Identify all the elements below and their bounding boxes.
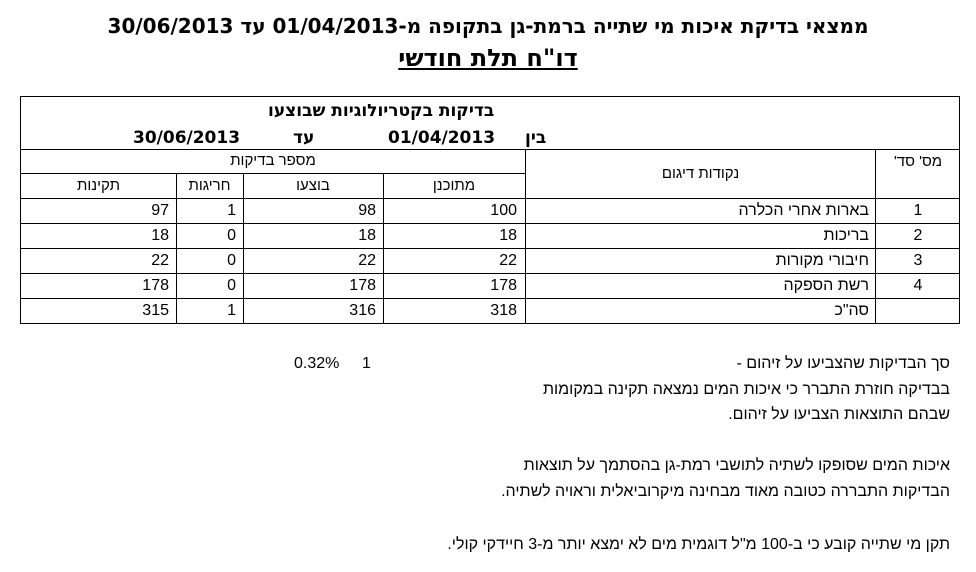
- range-from-date: 01/04/2013: [388, 128, 496, 148]
- table-caption: בדיקות בקטריולוגיות שבוצעו: [268, 101, 495, 121]
- row-valid: 18: [151, 227, 169, 244]
- row-exceptions: 1: [227, 202, 236, 219]
- report-heading: ממצאי בדיקת איכות מי שתייה ברמת-גן בתקופ…: [107, 14, 869, 38]
- row-exceptions: 0: [227, 252, 236, 269]
- total-performed: 316: [349, 302, 376, 319]
- table-divider: [20, 223, 960, 224]
- row-performed: 22: [358, 252, 376, 269]
- row-valid: 22: [151, 252, 169, 269]
- row-performed: 18: [358, 227, 376, 244]
- header-sampling-points: נקודות דיגום: [661, 165, 740, 182]
- row-planned: 100: [490, 202, 517, 219]
- contamination-label: סך הבדיקות שהצביעו על זיהום -: [736, 355, 951, 372]
- table-divider: [525, 149, 526, 324]
- table-divider: [20, 298, 960, 299]
- row-planned: 22: [499, 252, 517, 269]
- header-exceptions: חריגות: [188, 177, 231, 194]
- row-sampling-point: רשת הספקה: [783, 277, 869, 294]
- contamination-percent: 0.32%: [294, 355, 340, 372]
- table-divider: [875, 149, 876, 324]
- table-divider: [243, 173, 244, 324]
- total-label: סה"כ: [834, 302, 869, 319]
- table-divider: [20, 248, 960, 249]
- total-valid: 315: [142, 302, 169, 319]
- header-performed: בוצעו: [296, 177, 330, 194]
- contamination-count: 1: [362, 355, 371, 372]
- row-valid: 178: [142, 277, 169, 294]
- header-tests-count: מספר בדיקות: [230, 152, 316, 169]
- table-divider: [176, 173, 177, 324]
- table-divider: [20, 149, 960, 150]
- row-serial: 4: [913, 277, 923, 294]
- row-exceptions: 0: [227, 227, 236, 244]
- quality-line-2: הבדיקות התבררה כטובה מאוד מבחינה מיקרובי…: [501, 483, 950, 500]
- row-serial: 3: [913, 252, 923, 269]
- standard-note: תקן מי שתייה קובע כי ב-100 מ"ל דוגמית מי…: [447, 536, 950, 553]
- table-divider: [20, 198, 960, 199]
- row-serial: 1: [913, 202, 923, 219]
- row-serial: 2: [913, 227, 923, 244]
- quality-line-1: איכות המים שסופקו לשתיה לתושבי רמת-גן בה…: [523, 457, 950, 474]
- row-sampling-point: בריכות: [823, 227, 869, 244]
- row-planned: 18: [499, 227, 517, 244]
- header-serial: מס' סד': [893, 153, 943, 170]
- row-planned: 178: [490, 277, 517, 294]
- table-divider: [20, 273, 960, 274]
- total-exceptions: 1: [227, 302, 236, 319]
- header-valid: תקינות: [77, 177, 120, 194]
- table-divider: [20, 173, 525, 174]
- header-planned: מתוכנן: [432, 177, 476, 194]
- range-between-label: בין: [525, 128, 547, 148]
- row-sampling-point: בארות אחרי הכלרה: [738, 202, 869, 219]
- report-title: דו"ח תלת חודשי: [398, 44, 578, 72]
- row-performed: 178: [349, 277, 376, 294]
- recheck-line-1: בבדיקה חוזרת התברר כי איכות המים נמצאה ת…: [542, 381, 950, 398]
- row-performed: 98: [358, 202, 376, 219]
- row-valid: 97: [151, 202, 169, 219]
- total-planned: 318: [490, 302, 517, 319]
- recheck-line-2: שבהם התוצאות הצביעו על זיהום.: [728, 406, 950, 423]
- range-to-date: 30/06/2013: [133, 128, 241, 148]
- table-divider: [383, 173, 384, 324]
- bacteriology-table: [20, 96, 960, 324]
- row-sampling-point: חיבורי מקורות: [775, 252, 869, 269]
- row-exceptions: 0: [227, 277, 236, 294]
- range-to-label: עד: [293, 128, 315, 148]
